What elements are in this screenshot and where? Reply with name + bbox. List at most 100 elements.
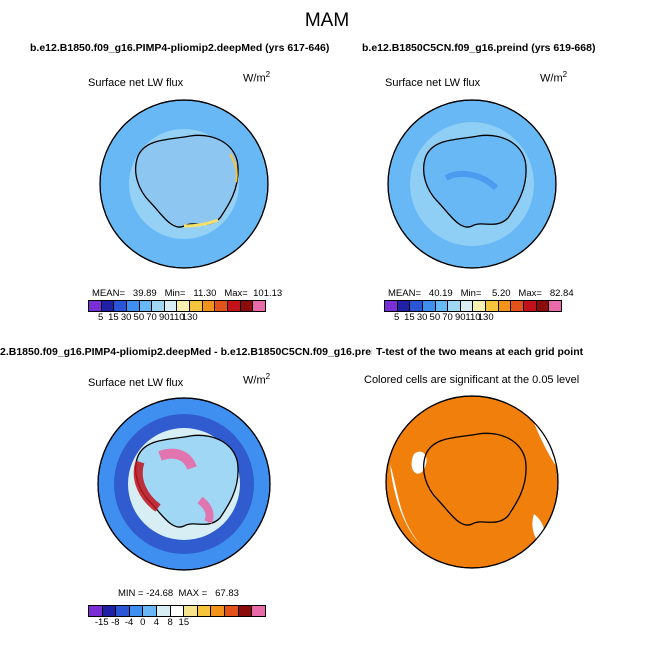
colorbar-tick-label: 110 — [169, 312, 185, 323]
significance-field — [385, 395, 559, 569]
panel-1-polar-map — [99, 99, 269, 269]
colorbar-tick-label: 8 — [167, 617, 173, 628]
panel-4-variable-label: Colored cells are significant at the 0.0… — [364, 374, 580, 386]
panel-3-colorbar: -15 -8 -4 0 4 8 15 — [88, 605, 266, 629]
coastal-warm-patch-east — [229, 153, 238, 183]
colorbar-tick-label: 50 — [133, 312, 145, 323]
colorbar-swatch — [211, 606, 226, 616]
colorbar-swatch — [486, 301, 499, 311]
panel-1-stats: MEAN= 39.89 Min= 11.30 Max= 101.13 — [92, 288, 283, 299]
colorbar-tick-label: 5 — [394, 312, 400, 323]
colorbar-swatch — [549, 301, 561, 311]
positive-anomaly-ross — [158, 448, 197, 470]
colorbar-swatch — [385, 301, 398, 311]
colorbar-swatch — [170, 606, 185, 616]
positive-anomaly-weddell — [133, 460, 161, 512]
colorbar-tick-label: -8 — [111, 617, 120, 628]
colorbar-tick-label: -15 — [94, 617, 109, 628]
panel-1-variable-label: Surface net LW flux — [88, 77, 184, 89]
colorbar-swatch — [215, 301, 229, 311]
coastal-warm-patch — [183, 218, 219, 228]
panel-3-polar-map — [97, 397, 271, 571]
positive-anomaly-east — [197, 496, 214, 524]
panel-2-polar-map — [387, 99, 557, 269]
colorbar-tick-label: 70 — [146, 312, 157, 323]
colorbar-swatch — [184, 606, 198, 616]
colorbar-swatch — [238, 606, 253, 616]
antarctica-outline — [135, 134, 239, 228]
colorbar-swatch — [101, 301, 115, 311]
colorbar-swatch — [410, 301, 423, 311]
colorbar-swatch — [102, 606, 117, 616]
interior-cold-patch — [444, 170, 499, 191]
colorbar-tick-labels: 5 15 30 50 70 90 110 130 — [384, 312, 562, 324]
colorbar-tick-labels: 5 15 30 50 70 90 110 130 — [88, 312, 266, 324]
colorbar-tick-label: 4 — [153, 617, 160, 628]
panel-2-colorbar: 5 15 30 50 70 90 110 130 — [384, 300, 562, 324]
colorbar-swatch — [536, 301, 550, 311]
colorbar-swatch — [157, 606, 171, 616]
colorbar-tick-labels: -15 -8 -4 0 4 8 15 — [88, 617, 266, 629]
colorbar-swatch — [197, 606, 212, 616]
panel-1-title: b.e12.B1850.f09_g16.PIMP4-pliomip2.deepM… — [30, 42, 330, 54]
non-significant-patch-east — [532, 418, 556, 466]
colorbar-tick-label: 30 — [120, 312, 132, 323]
panel-4-title: T-test of the two means at each grid poi… — [376, 346, 584, 358]
panel-3-stats: MIN = -24.68 MAX = 67.83 — [118, 588, 239, 599]
colorbar-swatches — [88, 300, 266, 312]
colorbar-tick-label: 130 — [181, 312, 198, 323]
colorbar-tick-label: 110 — [465, 312, 481, 323]
panel-3-variable-label: Surface net LW flux — [88, 377, 184, 389]
colorbar-swatch — [240, 301, 254, 311]
panel-3-title: 2.B1850.f09_g16.PIMP4-pliomip2.deepMed -… — [0, 346, 372, 358]
colorbar-swatch — [524, 301, 537, 311]
colorbar-swatch — [202, 301, 216, 311]
colorbar-swatch — [139, 301, 153, 311]
panel-4-polar-map — [385, 395, 559, 569]
colorbar-swatch — [448, 301, 461, 311]
figure-title: MAM — [304, 10, 350, 31]
colorbar-swatch — [435, 301, 449, 311]
colorbar-swatch — [164, 301, 178, 311]
colorbar-swatch — [225, 606, 239, 616]
colorbar-swatch — [129, 606, 144, 616]
panel-1-units: W/m2 — [243, 70, 271, 85]
colorbar-tick-label: 15 — [404, 312, 415, 323]
colorbar-tick-label: 15 — [108, 312, 119, 323]
colorbar-swatch — [114, 301, 127, 311]
colorbar-swatch — [422, 301, 436, 311]
non-significant-patch — [411, 451, 427, 474]
colorbar-tick-label: 90 — [454, 312, 466, 323]
colorbar-swatch — [473, 301, 487, 311]
colorbar-swatch — [252, 606, 265, 616]
antarctica-outline — [423, 432, 527, 526]
colorbar-tick-label: 5 — [98, 312, 104, 323]
non-significant-patch — [532, 514, 545, 544]
colorbar-tick-label: 50 — [429, 312, 441, 323]
colorbar-swatch — [152, 301, 165, 311]
colorbar-swatch — [190, 301, 203, 311]
colorbar-swatch — [143, 606, 158, 616]
colorbar-swatch — [460, 301, 474, 311]
colorbar-swatch — [89, 301, 102, 311]
panel-2-variable-label: Surface net LW flux — [385, 77, 481, 89]
colorbar-swatch — [126, 301, 140, 311]
panel-2-title: b.e12.B1850C5CN.f09_g16.preind (yrs 619-… — [362, 42, 596, 54]
colorbar-swatch — [116, 606, 130, 616]
panel-3-units: W/m2 — [243, 372, 271, 387]
antarctica-outline — [423, 134, 527, 228]
panel-1-colorbar: 5 15 30 50 70 90 110 130 — [88, 300, 266, 324]
colorbar-tick-label: 90 — [158, 312, 170, 323]
colorbar-swatch — [498, 301, 512, 311]
colorbar-swatches — [384, 300, 562, 312]
colorbar-swatch — [511, 301, 525, 311]
colorbar-tick-label: 0 — [140, 617, 146, 628]
colorbar-swatch — [89, 606, 103, 616]
colorbar-tick-label: 130 — [477, 312, 494, 323]
colorbar-tick-label: 15 — [178, 617, 190, 628]
panel-2-units: W/m2 — [540, 70, 568, 85]
colorbar-tick-label: -4 — [124, 617, 134, 628]
colorbar-swatch — [228, 301, 241, 311]
colorbar-swatch — [177, 301, 191, 311]
colorbar-swatches — [88, 605, 266, 617]
